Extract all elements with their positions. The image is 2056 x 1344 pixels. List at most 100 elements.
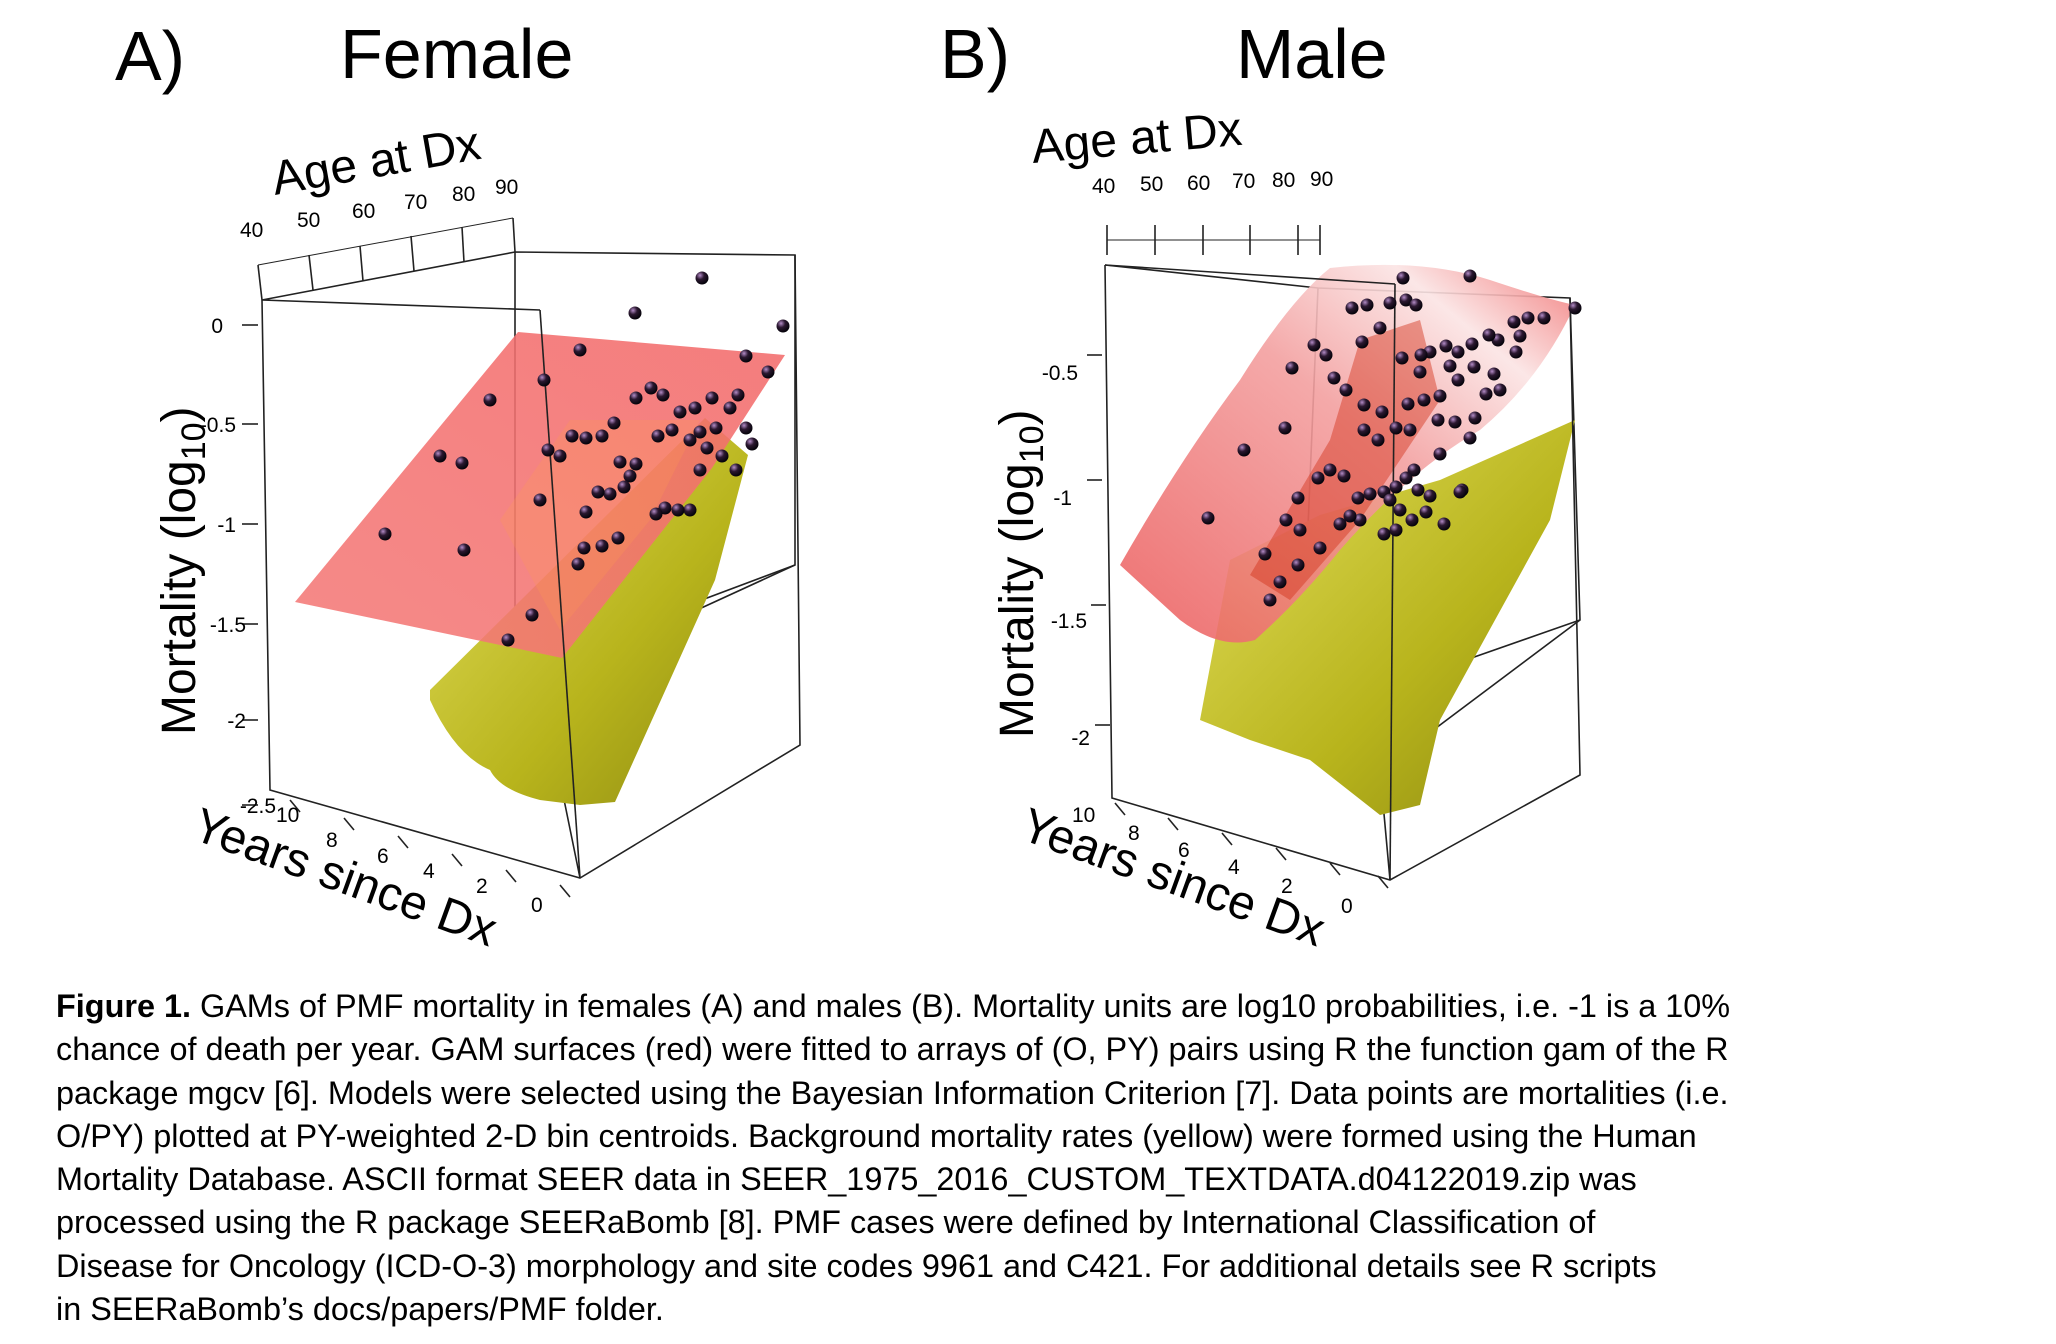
data-point-female xyxy=(673,405,687,419)
data-point-male xyxy=(1395,351,1409,365)
data-point-female xyxy=(591,485,605,499)
background-mortality-surface-male xyxy=(1200,420,1575,815)
data-point-male xyxy=(1413,365,1427,379)
data-point-male xyxy=(1433,447,1447,461)
data-point-male xyxy=(1323,463,1337,477)
data-point-female xyxy=(739,421,753,435)
data-point-female xyxy=(688,401,702,415)
data-point-male xyxy=(1357,423,1371,437)
years-tick: 10 xyxy=(1072,804,1095,827)
data-point-male xyxy=(1383,296,1397,310)
years-tick: 10 xyxy=(276,804,299,827)
years-tick-labels-male: 10 8 6 4 2 0 xyxy=(1072,804,1353,918)
data-point-male xyxy=(1333,517,1347,531)
data-point-female xyxy=(665,423,679,437)
data-points-male xyxy=(1201,269,1582,607)
mortality-axis-title-male: Mortality (log10) xyxy=(991,409,1051,738)
data-point-male xyxy=(1337,469,1351,483)
data-point-male xyxy=(1419,505,1433,519)
data-point-male xyxy=(1411,483,1425,497)
data-point-female xyxy=(693,463,707,477)
data-point-male xyxy=(1537,311,1551,325)
age-ticks-marks-female xyxy=(257,217,516,301)
data-point-female xyxy=(761,365,775,379)
data-point-female xyxy=(723,401,737,415)
years-tick: 4 xyxy=(423,860,435,883)
years-tick: 2 xyxy=(476,875,488,898)
years-ticks-marks-male xyxy=(1114,802,1389,889)
data-point-male xyxy=(1313,541,1327,555)
data-point-female xyxy=(705,391,719,405)
data-point-male xyxy=(1399,471,1413,485)
data-point-female xyxy=(611,531,625,545)
data-point-male xyxy=(1291,558,1305,572)
data-point-female xyxy=(745,437,759,451)
data-point-male xyxy=(1467,360,1481,374)
data-point-male xyxy=(1487,367,1501,381)
mortality-tick: -1.5 xyxy=(210,614,246,637)
mortality-tick-labels-female: 0 -0.5 -1 -1.5 -2 -2.5 xyxy=(200,315,276,818)
data-point-male xyxy=(1345,301,1359,315)
age-tick: 50 xyxy=(297,209,320,232)
panel-a-letter: A) xyxy=(115,17,185,95)
data-point-male xyxy=(1375,405,1389,419)
data-point-female xyxy=(731,388,745,402)
mortality-tick: -1 xyxy=(1053,487,1072,510)
mortality-tick: -2 xyxy=(227,710,246,733)
data-point-male xyxy=(1201,511,1215,525)
years-tick: 8 xyxy=(1128,822,1140,845)
age-tick-labels-male: 40 50 60 70 80 90 xyxy=(1092,168,1333,198)
data-point-male xyxy=(1513,329,1527,343)
mortality-tick: -2 xyxy=(1071,727,1090,750)
mortality-tick: -2.5 xyxy=(240,795,276,818)
data-point-female xyxy=(656,388,670,402)
caption-text: GAMs of PMF mortality in females (A) and… xyxy=(56,988,1731,1328)
data-point-male xyxy=(1339,383,1353,397)
years-ticks-marks-female xyxy=(289,799,571,898)
data-point-female xyxy=(533,493,547,507)
data-point-female xyxy=(603,487,617,501)
data-point-female xyxy=(715,449,729,463)
data-point-female xyxy=(553,449,567,463)
years-tick-labels-female: 10 8 6 4 2 0 xyxy=(276,804,543,917)
data-point-male xyxy=(1263,593,1277,607)
data-point-male xyxy=(1465,337,1479,351)
data-point-male xyxy=(1431,413,1445,427)
data-point-female xyxy=(671,503,685,517)
panel-a-title: Female xyxy=(340,15,573,93)
data-point-male xyxy=(1393,503,1407,517)
age-tick: 60 xyxy=(1187,172,1210,195)
data-point-female xyxy=(651,429,665,443)
data-point-female xyxy=(607,416,621,430)
data-point-female xyxy=(501,633,515,647)
data-point-male xyxy=(1351,491,1365,505)
data-point-male xyxy=(1463,269,1477,283)
age-axis-title-male: Age at Dx xyxy=(1029,103,1244,174)
age-tick: 90 xyxy=(1310,168,1333,191)
data-point-male xyxy=(1383,493,1397,507)
years-tick: 6 xyxy=(1178,839,1190,862)
data-point-male xyxy=(1443,359,1457,373)
data-point-female xyxy=(739,349,753,363)
data-point-female xyxy=(577,541,591,555)
age-tick: 70 xyxy=(1232,170,1255,193)
years-axis-title-female: Years since Dx xyxy=(186,799,503,958)
data-point-male xyxy=(1451,373,1465,387)
data-point-male xyxy=(1509,345,1523,359)
data-point-male xyxy=(1437,517,1451,531)
data-point-female xyxy=(623,469,637,483)
age-tick: 40 xyxy=(240,219,263,242)
data-point-male xyxy=(1258,547,1272,561)
data-point-female xyxy=(579,505,593,519)
data-point-male xyxy=(1237,443,1251,457)
mortality-tick: -0.5 xyxy=(200,414,236,437)
data-point-male xyxy=(1307,338,1321,352)
data-point-male xyxy=(1414,348,1428,362)
years-tick: 0 xyxy=(531,894,543,917)
panel-b-letter: B) xyxy=(940,15,1010,93)
data-point-female xyxy=(693,425,707,439)
data-point-male xyxy=(1451,345,1465,359)
years-tick: 8 xyxy=(326,829,338,852)
data-point-female xyxy=(629,391,643,405)
data-point-female xyxy=(457,543,471,557)
